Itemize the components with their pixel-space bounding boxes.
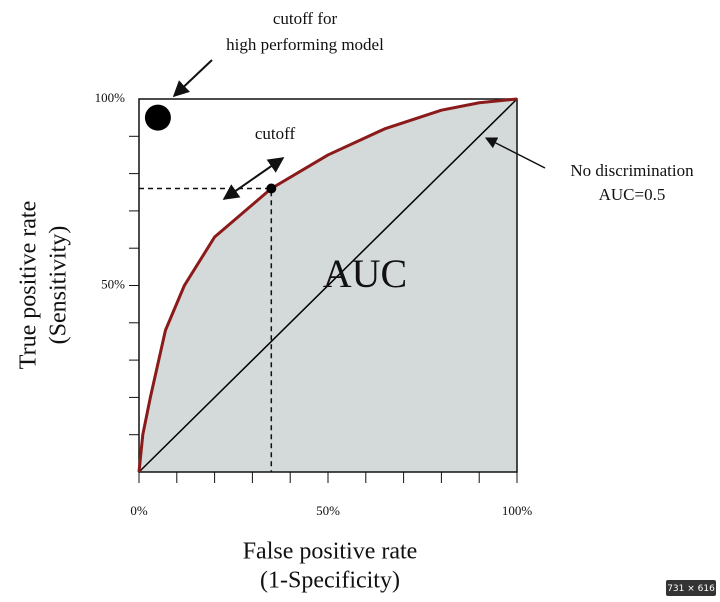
- x-tick-label: 100%: [502, 503, 533, 518]
- annotation: AUC: [323, 251, 407, 296]
- diagonal-line: [138, 98, 518, 473]
- point: [144, 104, 171, 131]
- x-axis-label: False positive rate: [243, 539, 418, 565]
- y-axis-label: True positive rate: [16, 201, 42, 369]
- annotation: AUC=0.5: [599, 185, 666, 204]
- annotation: No discrimination: [570, 161, 694, 180]
- annotation: cutoff for: [273, 9, 338, 28]
- badge: [666, 580, 716, 596]
- x-tick-label: 0%: [130, 503, 148, 518]
- arrow: [484, 137, 546, 169]
- y-tick-label: 100%: [95, 90, 126, 105]
- arrow: [222, 157, 285, 200]
- point: [266, 183, 277, 194]
- annotation: high performing model: [226, 35, 384, 54]
- badge-text: 731 × 616: [667, 584, 715, 594]
- x-tick-label: 50%: [316, 503, 340, 518]
- y-tick-label: 50%: [101, 276, 125, 291]
- arrow: [172, 59, 213, 98]
- y-axis-label: (Sensitivity): [46, 226, 72, 345]
- x-axis-label: (1-Specificity): [260, 568, 400, 594]
- plot-area: 0% 50% 100% 50% 100%: [95, 90, 533, 518]
- roc-curve: [137, 97, 518, 473]
- annotation: cutoff: [255, 124, 296, 143]
